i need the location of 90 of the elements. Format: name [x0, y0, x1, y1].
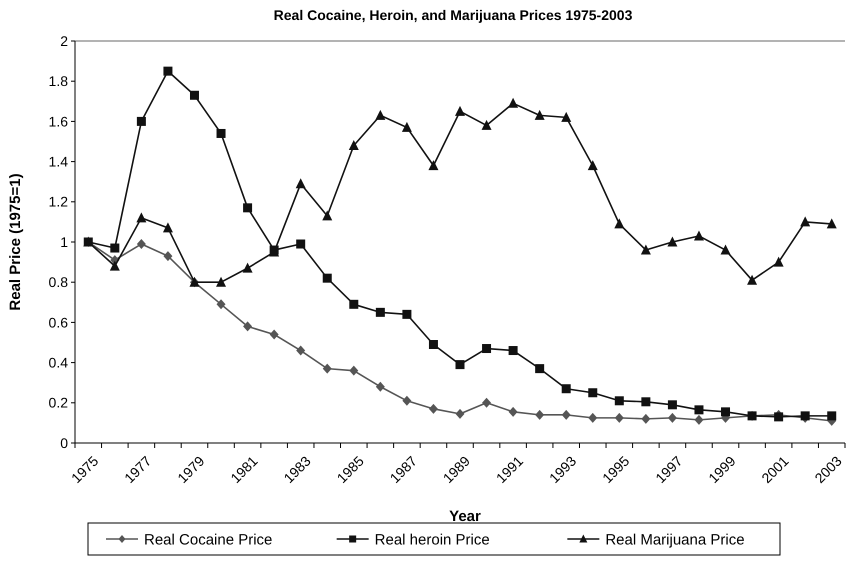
point: [667, 236, 678, 246]
point: [508, 98, 518, 108]
point: [216, 276, 226, 287]
point: [296, 346, 306, 356]
point: [136, 212, 146, 222]
point: [640, 244, 651, 255]
point: [455, 106, 465, 116]
y-tick-label: 1.6: [48, 113, 68, 130]
point: [588, 412, 598, 423]
point: [800, 216, 810, 226]
point: [110, 244, 120, 253]
point: [190, 90, 199, 100]
point: [534, 110, 545, 120]
point: [322, 364, 332, 374]
point: [136, 239, 146, 250]
point: [694, 414, 704, 425]
point: [349, 366, 358, 376]
y-tick-label: 0: [60, 434, 68, 451]
point: [508, 406, 518, 417]
point: [375, 110, 386, 120]
point: [827, 411, 836, 420]
point: [508, 346, 518, 356]
point: [376, 308, 385, 317]
y-tick-label: 1.4: [48, 154, 68, 170]
point: [561, 112, 572, 122]
chart-title: Real Cocaine, Heroin, and Marijuana Prices 1975-2003: [274, 7, 633, 23]
point: [826, 218, 837, 228]
point: [614, 412, 624, 423]
point: [694, 230, 704, 240]
point: [641, 397, 650, 406]
point: [482, 398, 492, 408]
point: [296, 240, 306, 249]
point: [296, 178, 306, 188]
point: [402, 396, 412, 406]
point: [402, 310, 412, 319]
point: [562, 410, 571, 420]
point: [641, 414, 650, 424]
point: [428, 340, 438, 350]
point: [270, 329, 279, 340]
point: [535, 410, 544, 420]
point: [376, 382, 385, 392]
point: [110, 260, 120, 271]
y-tick-label: 1: [60, 234, 68, 250]
point: [163, 251, 172, 262]
point: [694, 405, 704, 414]
y-tick-label: 2: [60, 32, 68, 49]
point: [721, 407, 730, 416]
legend-label: Real Cocaine Price: [144, 531, 272, 548]
point: [668, 400, 677, 410]
point: [562, 384, 571, 394]
point: [162, 222, 173, 232]
y-tick-label: 1.8: [48, 73, 68, 90]
point: [482, 120, 492, 130]
point: [800, 411, 810, 420]
point: [614, 218, 624, 228]
point: [482, 344, 492, 354]
point: [136, 116, 146, 126]
point: [774, 412, 784, 422]
point: [588, 160, 598, 170]
point: [428, 160, 438, 170]
point: [216, 128, 226, 138]
point: [163, 66, 172, 76]
point: [614, 396, 624, 406]
y-tick-label: 0.8: [48, 274, 68, 290]
point: [402, 122, 412, 132]
point: [428, 404, 438, 414]
point: [774, 256, 784, 267]
y-tick-label: 0.2: [48, 394, 68, 411]
y-axis-title: Real Price (1975=1): [7, 173, 24, 311]
point: [668, 412, 677, 423]
legend-label: Real heroin Price: [374, 531, 490, 548]
legend-label: Real Marijuana Price: [605, 531, 745, 548]
point: [456, 360, 464, 370]
point: [348, 140, 359, 150]
point: [720, 244, 731, 255]
point: [243, 321, 252, 332]
y-tick-label: 0.6: [48, 314, 68, 330]
point: [243, 203, 252, 212]
y-tick-label: 1.2: [48, 194, 68, 210]
point: [242, 262, 253, 273]
point: [216, 299, 226, 310]
point: [456, 408, 464, 419]
x-axis-title: Year: [449, 508, 482, 525]
point: [322, 274, 332, 283]
y-tick-label: 0.4: [48, 354, 68, 370]
point: [535, 364, 544, 374]
point: [322, 210, 332, 220]
point: [588, 388, 598, 398]
point: [747, 274, 758, 285]
point: [349, 300, 358, 309]
